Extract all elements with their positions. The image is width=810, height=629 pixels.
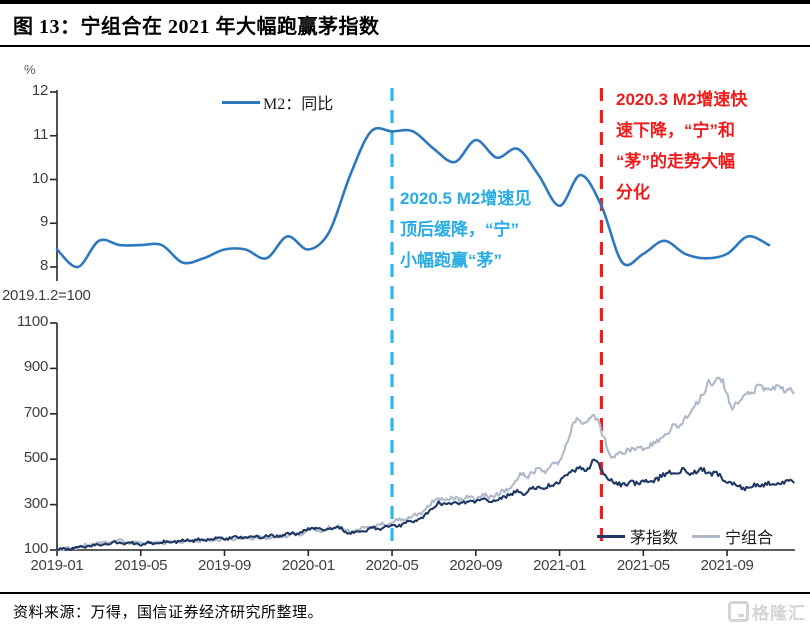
top-y-tick-label: 11 xyxy=(33,125,48,143)
bottom-y-tick-label: 100 xyxy=(23,540,48,557)
x-tick-label: 2020-05 xyxy=(365,557,419,574)
gelonghui-logo-text: 格隆汇 xyxy=(752,604,806,623)
annotation-2021-03: 2020.3 M2增速快 速下降，“宁”和 “茅”的走势大幅 分化 xyxy=(616,90,748,202)
top-y-tick-label: 12 xyxy=(31,82,48,99)
top-y-tick-label: 9 xyxy=(39,213,48,231)
x-tick-label: 2020-09 xyxy=(449,557,503,574)
ning-legend-line-swatch xyxy=(692,534,721,538)
gelonghui-logo: 格隆汇 xyxy=(728,599,806,624)
bottom-y-tick-label: 700 xyxy=(23,403,48,421)
m2-legend-line-swatch xyxy=(222,100,260,104)
footer-rule xyxy=(0,592,810,594)
x-tick-label: 2019-09 xyxy=(198,557,251,574)
bottom-y-tick-label: 1100 xyxy=(16,313,48,330)
m2-series-line xyxy=(55,126,771,269)
top-y-tick-label: 8 xyxy=(39,257,48,274)
x-tick-label: 2021-05 xyxy=(616,557,670,574)
legend-item-mao: 茅指数 xyxy=(597,524,678,548)
x-tick-label: 2019-05 xyxy=(114,557,168,574)
mao-legend-line-swatch xyxy=(597,534,625,538)
x-tick-label: 2021-09 xyxy=(700,557,754,574)
bottom-y-tick-label: 500 xyxy=(23,449,48,467)
figure-title: 图 13：宁组合在 2021 年大幅跑赢茅指数 xyxy=(13,16,380,38)
top-rule xyxy=(0,0,810,4)
bottom-y-tick-label: 900 xyxy=(23,358,48,376)
index-chart-legend: 茅指数 宁组合 xyxy=(597,524,787,548)
ning-series-line xyxy=(55,376,795,552)
legend-item-ning: 宁组合 xyxy=(692,524,773,548)
x-tick-label: 2019-01 xyxy=(30,557,84,574)
ning-legend-label: 宁组合 xyxy=(725,530,774,547)
source-line: 资料来源：万得，国信证券经济研究所整理。 xyxy=(13,605,324,621)
title-rule xyxy=(0,45,810,47)
gelonghui-logo-icon xyxy=(728,601,749,622)
top-y-tick-label: 10 xyxy=(31,169,48,187)
index-base-label: 2019.1.2=100 xyxy=(2,287,91,304)
bottom-y-tick-label: 300 xyxy=(23,494,48,512)
y-axis-unit-label: % xyxy=(24,62,36,77)
mao-series-line xyxy=(55,458,795,552)
x-tick-label: 2020-01 xyxy=(281,557,335,574)
x-tick-label: 2021-01 xyxy=(533,557,587,574)
m2-legend-label: M2：同比 xyxy=(263,96,334,113)
mao-legend-label: 茅指数 xyxy=(630,530,679,547)
m2-legend: M2：同比 xyxy=(222,90,333,114)
annotation-2020-05: 2020.5 M2增速见 顶后缓降，“宁” 小幅跑赢“茅” xyxy=(400,189,532,270)
